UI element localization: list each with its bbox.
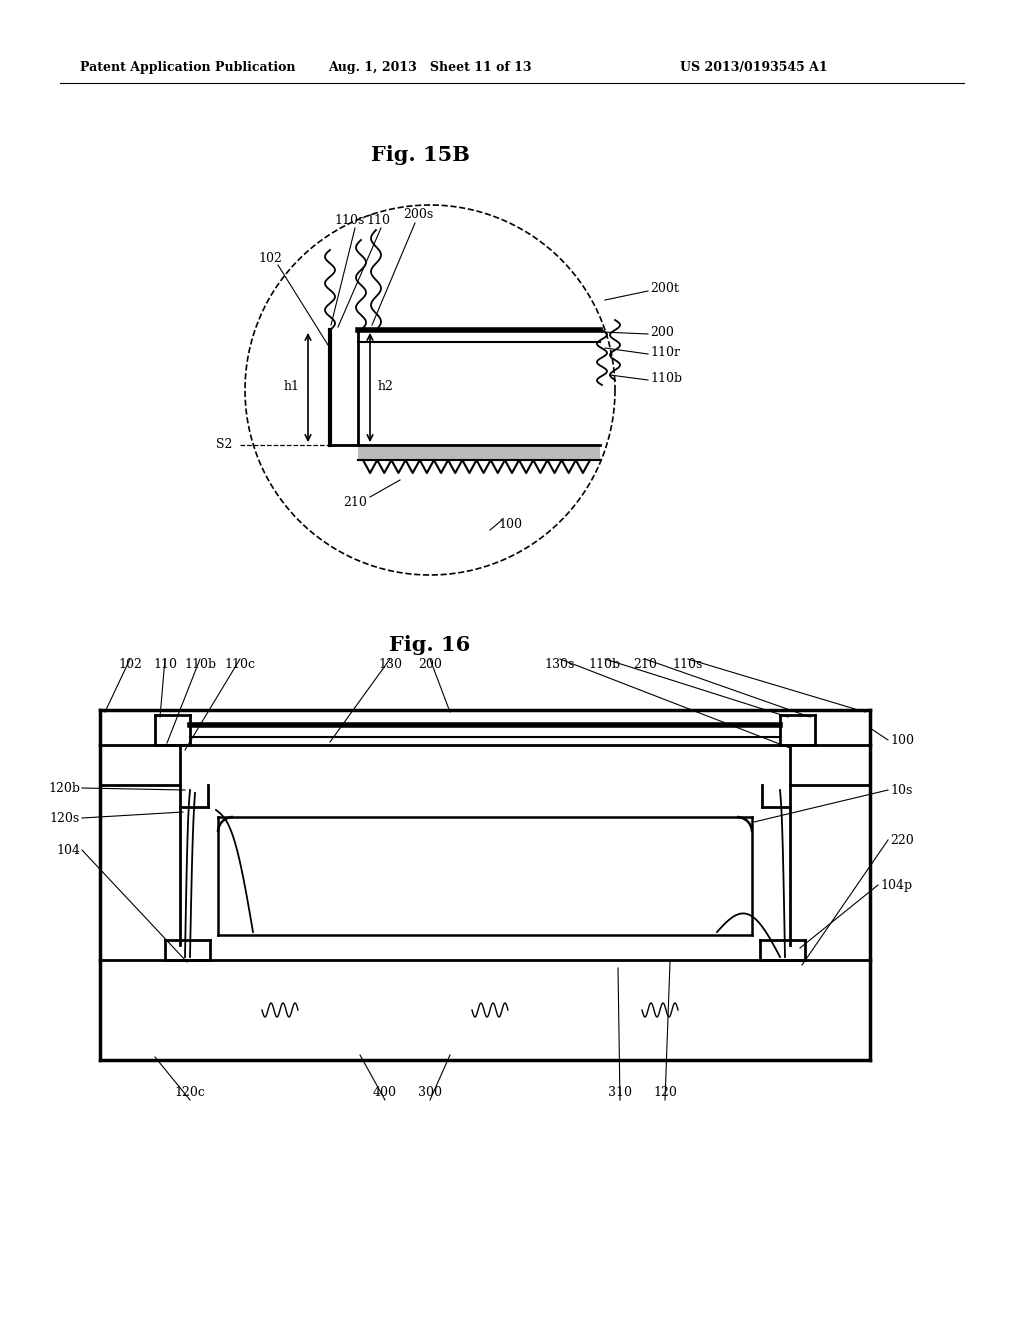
Text: 210: 210 <box>343 495 367 508</box>
Text: Patent Application Publication: Patent Application Publication <box>80 62 296 74</box>
Text: 102: 102 <box>258 252 282 264</box>
Text: 110s: 110s <box>335 214 366 227</box>
Text: 200s: 200s <box>402 209 433 222</box>
Text: S2: S2 <box>216 438 232 451</box>
Text: 300: 300 <box>418 1085 442 1098</box>
Text: 110: 110 <box>366 214 390 227</box>
Text: 100: 100 <box>890 734 914 747</box>
Text: 110c: 110c <box>224 659 256 672</box>
Text: 200: 200 <box>650 326 674 338</box>
Text: 10s: 10s <box>890 784 912 796</box>
Text: US 2013/0193545 A1: US 2013/0193545 A1 <box>680 62 827 74</box>
Text: 110b: 110b <box>184 659 216 672</box>
Text: 110: 110 <box>153 659 177 672</box>
Text: 100: 100 <box>498 519 522 532</box>
Text: 120: 120 <box>653 1085 677 1098</box>
Text: h2: h2 <box>378 380 394 393</box>
Text: 110b: 110b <box>589 659 622 672</box>
Text: 220: 220 <box>890 833 913 846</box>
Text: Fig. 16: Fig. 16 <box>389 635 471 655</box>
Text: 110b: 110b <box>650 371 682 384</box>
Text: 200t: 200t <box>650 281 679 294</box>
Bar <box>358 447 600 459</box>
Text: h1: h1 <box>284 380 300 393</box>
Text: 310: 310 <box>608 1085 632 1098</box>
Text: 210: 210 <box>633 659 657 672</box>
Text: 120b: 120b <box>48 781 80 795</box>
Text: 104p: 104p <box>880 879 912 891</box>
Text: 120s: 120s <box>50 812 80 825</box>
Text: 110r: 110r <box>650 346 680 359</box>
Text: 110s: 110s <box>673 659 703 672</box>
Text: 130s: 130s <box>545 659 575 672</box>
Text: Aug. 1, 2013   Sheet 11 of 13: Aug. 1, 2013 Sheet 11 of 13 <box>329 62 531 74</box>
Text: 200: 200 <box>418 659 442 672</box>
Text: 104: 104 <box>56 843 80 857</box>
Text: 130: 130 <box>378 659 402 672</box>
Text: 120c: 120c <box>174 1085 206 1098</box>
Text: Fig. 15B: Fig. 15B <box>371 145 469 165</box>
Text: 102: 102 <box>118 659 142 672</box>
Text: 400: 400 <box>373 1085 397 1098</box>
